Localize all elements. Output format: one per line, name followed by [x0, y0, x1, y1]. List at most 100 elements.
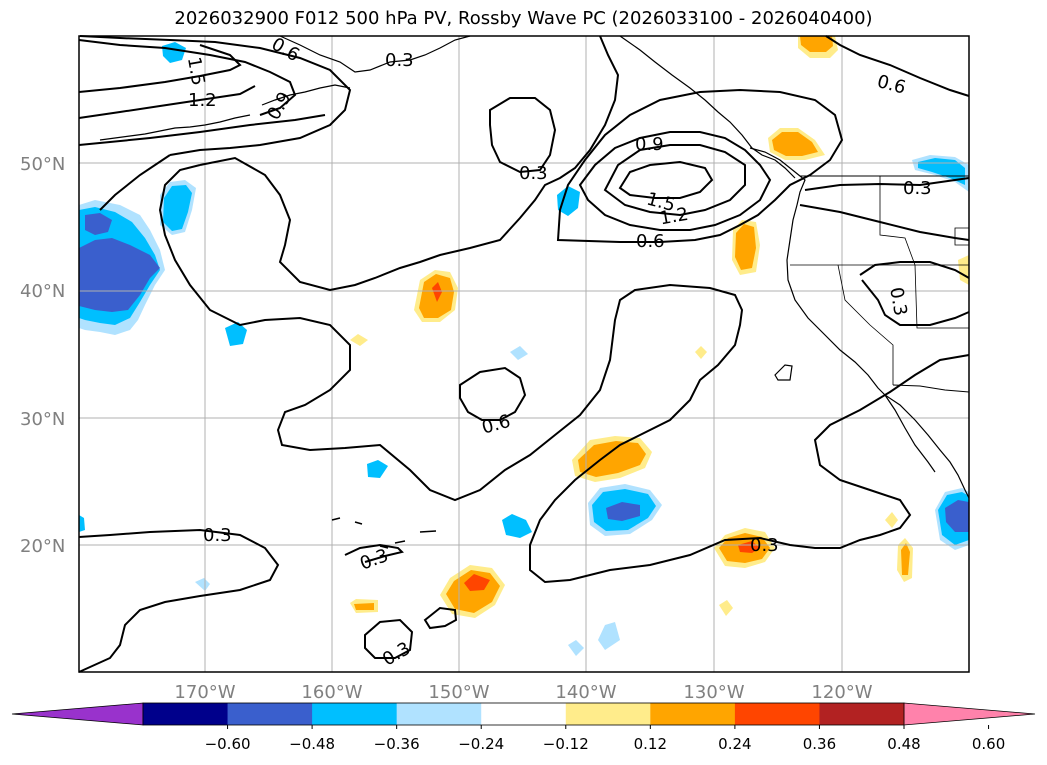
shade-neg-north-b-in: [163, 185, 192, 231]
colorbar-frame: [142, 702, 905, 726]
lon-label-160w: 160°W: [301, 682, 362, 703]
coast-baja: [884, 394, 970, 499]
island-guadalupe: [774, 364, 793, 381]
shading-layer: [79, 36, 969, 656]
colorbar-segments: [143, 703, 905, 725]
colorbar-tick-label: −0.48: [289, 735, 335, 753]
colorbar-segment: [227, 703, 313, 725]
shade-strong-pos-f: [738, 541, 760, 553]
contour-label-low-0-6: 0.6: [636, 231, 665, 252]
colorbar-tick-label: 0.12: [634, 735, 667, 753]
colorbar-segment: [734, 703, 820, 725]
shade-neg-f: [502, 514, 532, 538]
shade-pos-b-in: [735, 224, 756, 270]
contour-nw-1-2: [78, 85, 256, 119]
coast-baja-peninsula: [884, 394, 936, 473]
shade-strong-pos-a: [432, 282, 442, 302]
contour-ne-0-6: [825, 35, 970, 97]
lon-label-150w: 150°W: [428, 682, 489, 703]
lon-label-130w: 130°W: [683, 682, 744, 703]
contour-small-loop: [423, 606, 458, 630]
contour-label-nw-1-5: 1.5: [183, 55, 209, 87]
shade-pos-l: [350, 334, 368, 346]
colorbar-tick-label: −0.36: [374, 735, 420, 753]
border-state-3: [914, 264, 969, 329]
latitude-labels: 50°N 40°N 30°N 20°N: [20, 154, 65, 557]
coast-bc-panhandle: [619, 35, 796, 179]
contour-low-0-6: [556, 88, 844, 243]
shade-strong-neg-g: [606, 502, 640, 521]
coast-aleutians: [99, 114, 251, 141]
shade-strong-neg-se: [945, 500, 969, 532]
contour-low-0-9: [578, 131, 772, 231]
contour-e-0-3: [859, 261, 970, 279]
shade-pos-m: [695, 346, 707, 359]
coast-alaska: [279, 35, 471, 73]
colorbar-tick-label: 0.36: [803, 735, 836, 753]
contour-label-low-0-9: 0.9: [635, 134, 664, 155]
border-us-mexico: [892, 384, 970, 393]
lon-label-170w: 170°W: [174, 682, 235, 703]
contour-label-e-0-3: 0.3: [885, 286, 911, 318]
shade-strong-pos-g: [464, 574, 490, 591]
lat-label-40n: 40°N: [20, 281, 65, 302]
shade-neg-small-j: [568, 640, 584, 656]
contour-pacific-0-3: [158, 164, 970, 584]
contour-label-ne-0-3: 0.3: [903, 178, 932, 199]
border-state-2: [879, 176, 916, 266]
colorbar-tick-label: 0.48: [887, 735, 920, 753]
colorbar-tick-label: −0.24: [458, 735, 504, 753]
colorbar-ticks: −0.60 −0.48 −0.36 −0.24 −0.12 0.12 0.24 0.36 0.4…: [205, 725, 1005, 753]
border-state-4: [837, 264, 894, 385]
contour-e-0-3-loop: [861, 279, 970, 326]
shade-neg-small-k: [510, 346, 528, 360]
shade-neg-west-top: [85, 213, 112, 235]
lat-label-20n: 20°N: [20, 536, 65, 557]
contour-nw-0-6: [78, 39, 297, 116]
shade-neg-small-i: [598, 622, 620, 650]
shade-neg-west-edge: [79, 515, 85, 532]
colorbar-tick-label: −0.12: [543, 735, 589, 753]
contour-label-nw-1-2: 1.2: [188, 90, 217, 111]
shade-pos-j: [885, 512, 898, 528]
map-panel: 0.6 1.5 1.2 0.9 0.3 0.9 1.5 1.2 0.6 0.6 …: [78, 34, 970, 673]
colorbar-tick-label: 0.60: [972, 735, 1005, 753]
contour-low-0-3: [99, 154, 171, 211]
lon-label-140w: 140°W: [555, 682, 616, 703]
contour-hawaii-0-3: [344, 543, 404, 563]
colorbar-segment: [565, 703, 651, 725]
map-title: 2026032900 F012 500 hPa PV, Rossby Wave …: [174, 8, 873, 29]
map-frame: [78, 35, 970, 673]
shade-neg-e: [367, 460, 388, 478]
coast-alaska-peninsula: [261, 84, 351, 106]
contour-ne-0-3b: [799, 204, 970, 241]
shade-neg-c: [225, 322, 247, 346]
contour-label-nw-0-3: 0.3: [385, 50, 414, 71]
coast-vancouver: [749, 147, 806, 206]
lat-label-50n: 50°N: [20, 154, 65, 175]
colorbar-tick-label: −0.60: [205, 735, 251, 753]
contour-label-sw-0-3: 0.3: [203, 525, 232, 546]
lon-label-120w: 120°W: [811, 682, 872, 703]
contour-big-0-3: [199, 35, 620, 292]
shade-pos-e-in: [578, 441, 646, 477]
contour-s-0-3-loop: [364, 618, 414, 659]
shade-pos-k: [719, 600, 733, 616]
colorbar-right-extension: [903, 702, 1036, 726]
contour-0-3-loop-n: [489, 97, 557, 174]
contour-nw-outer: [79, 35, 352, 156]
shade-neg-small-h: [195, 578, 210, 591]
coastlines: [99, 35, 970, 549]
contour-low-1-2: [603, 144, 746, 217]
shade-strong-neg-west: [79, 238, 160, 312]
shade-neg-ne-in: [918, 158, 965, 185]
contour-ne-0-3: [804, 177, 970, 191]
shade-neg-north-a: [162, 42, 186, 63]
contour-nw-1-5: [78, 44, 242, 93]
shade-pos-i-in: [901, 543, 910, 575]
shade-pos-d-in: [800, 36, 833, 52]
colorbar-tick-label: 0.24: [718, 735, 751, 753]
shade-pos-c-in: [772, 132, 818, 156]
colorbar-segment: [819, 703, 905, 725]
